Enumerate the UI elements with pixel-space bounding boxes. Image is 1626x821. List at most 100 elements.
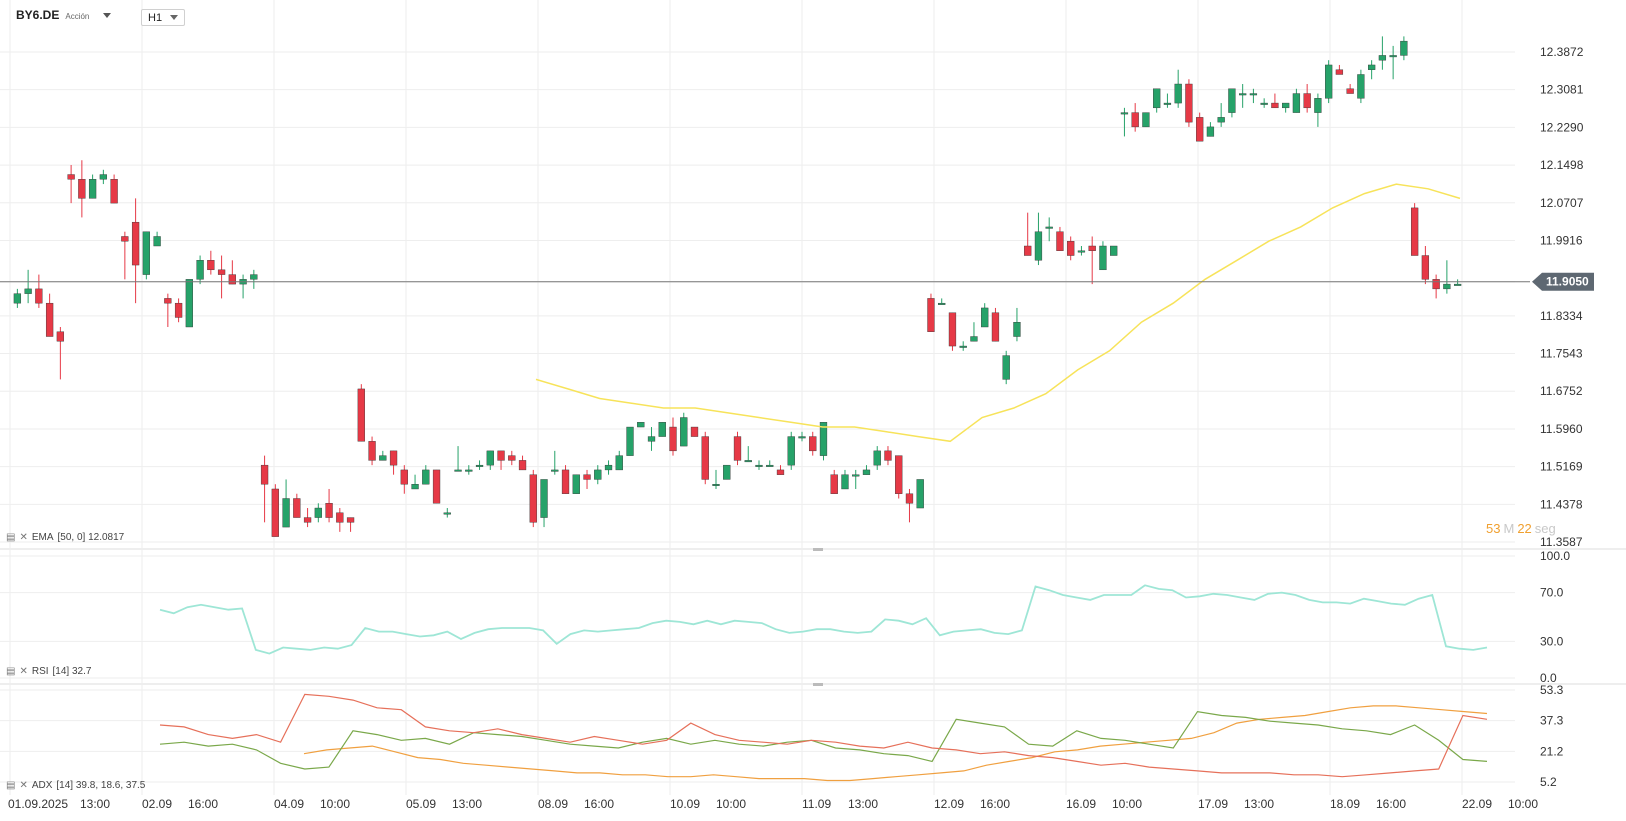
candle-body <box>787 436 795 466</box>
candle-body <box>35 288 43 304</box>
x-tick-label: 16:00 <box>188 797 218 811</box>
candle-body <box>1013 322 1021 337</box>
candle <box>1196 112 1204 142</box>
candle <box>1034 212 1043 266</box>
candle-body <box>1153 88 1161 109</box>
indicator-settings-icon[interactable]: ▤ <box>6 780 16 791</box>
candle-body <box>368 441 376 461</box>
candle <box>701 431 709 485</box>
candle <box>486 450 494 470</box>
candle <box>1335 64 1344 75</box>
candle-body <box>24 288 32 294</box>
candle <box>142 231 150 280</box>
candle-body <box>830 474 838 494</box>
x-tick-label: 10.09 <box>670 797 700 811</box>
indicator-remove-icon[interactable]: ✕ <box>19 666 28 677</box>
candle-body <box>862 469 871 475</box>
candle-body <box>475 464 484 467</box>
candle <box>583 469 591 489</box>
candle-body <box>733 436 742 461</box>
symbol-dropdown-chevron-icon[interactable] <box>103 12 112 18</box>
indicator-remove-icon[interactable]: ✕ <box>19 532 28 543</box>
candle <box>862 465 871 475</box>
rsi-tick-label: 70.0 <box>1540 586 1564 600</box>
x-tick-label: 01.09.2025 <box>8 797 68 811</box>
candle <box>841 469 849 490</box>
x-tick-label: 10:00 <box>320 797 350 811</box>
candle <box>368 436 376 466</box>
di-plus-line <box>159 710 1488 770</box>
indicator-settings-icon[interactable]: ▤ <box>6 666 16 677</box>
symbol-selector[interactable]: BY6.DE Acción <box>16 8 112 22</box>
timeframe-select[interactable]: H1 <box>141 9 185 26</box>
candle-body <box>1335 69 1344 75</box>
candle-body <box>916 479 924 509</box>
candle-body <box>1303 93 1311 109</box>
x-tick-label: 11.09 <box>802 797 831 811</box>
candle <box>1346 84 1354 94</box>
x-tick-label: 16:00 <box>980 797 1010 811</box>
timeframe-chevron-icon[interactable] <box>170 15 178 20</box>
candle-body <box>389 450 398 466</box>
candle-body <box>905 493 914 504</box>
candle <box>1045 217 1053 242</box>
candle <box>228 260 236 285</box>
candle-body <box>701 436 709 480</box>
adx-line <box>303 705 1488 782</box>
candle <box>1174 69 1182 108</box>
candle-body <box>293 498 301 518</box>
candle <box>45 293 54 337</box>
x-tick-label: 16:00 <box>1376 797 1406 811</box>
x-tick-label: 18.09 <box>1330 797 1360 811</box>
candle-body <box>561 469 570 494</box>
y-tick-label: 12.0707 <box>1540 196 1584 210</box>
candle <box>1217 103 1225 127</box>
candle-body <box>551 469 559 472</box>
candle-body <box>99 174 107 180</box>
candle <box>884 446 892 466</box>
candle <box>1099 241 1107 271</box>
candle-body <box>271 488 279 537</box>
candle <box>67 165 75 204</box>
candle <box>959 341 967 351</box>
y-tick-label: 11.7543 <box>1540 347 1583 361</box>
candle-body <box>45 302 54 337</box>
candle <box>1421 245 1430 285</box>
candle <box>626 426 634 456</box>
indicator-settings-icon[interactable]: ▤ <box>6 532 16 543</box>
candle <box>1443 260 1451 294</box>
candle-body <box>819 422 828 456</box>
candle <box>637 422 645 428</box>
candle <box>830 469 838 494</box>
candle-body <box>336 512 344 523</box>
candle-body <box>1099 245 1107 271</box>
candle <box>895 455 903 499</box>
candle-body <box>658 422 666 437</box>
candle-body <box>1249 93 1258 96</box>
candle-body <box>1131 112 1139 128</box>
candle <box>615 450 623 471</box>
candle-body <box>712 484 720 486</box>
candle-countdown: 53 M 22 seg <box>1486 521 1556 536</box>
indicator-remove-icon[interactable]: ✕ <box>19 780 28 791</box>
candle <box>1163 93 1172 108</box>
rsi-params: [14] 32.7 <box>52 666 92 677</box>
instrument-type: Acción <box>65 11 90 21</box>
candle <box>35 274 43 308</box>
candle-body <box>1325 64 1333 99</box>
candle <box>174 298 183 323</box>
ema-indicator-label: ▤ ✕ EMA [50, 0] 12.0817 <box>6 532 124 543</box>
candle <box>454 446 462 472</box>
symbol-name: BY6.DE <box>16 8 60 22</box>
candle <box>905 488 914 523</box>
candle <box>110 174 118 204</box>
x-tick-label: 10:00 <box>1112 797 1142 811</box>
adx-tick-label: 5.2 <box>1540 775 1557 789</box>
candle-body <box>647 436 656 442</box>
y-tick-label: 12.1498 <box>1540 158 1584 172</box>
candle-body <box>1088 245 1096 251</box>
candle-body <box>153 236 161 247</box>
candle <box>389 450 398 475</box>
